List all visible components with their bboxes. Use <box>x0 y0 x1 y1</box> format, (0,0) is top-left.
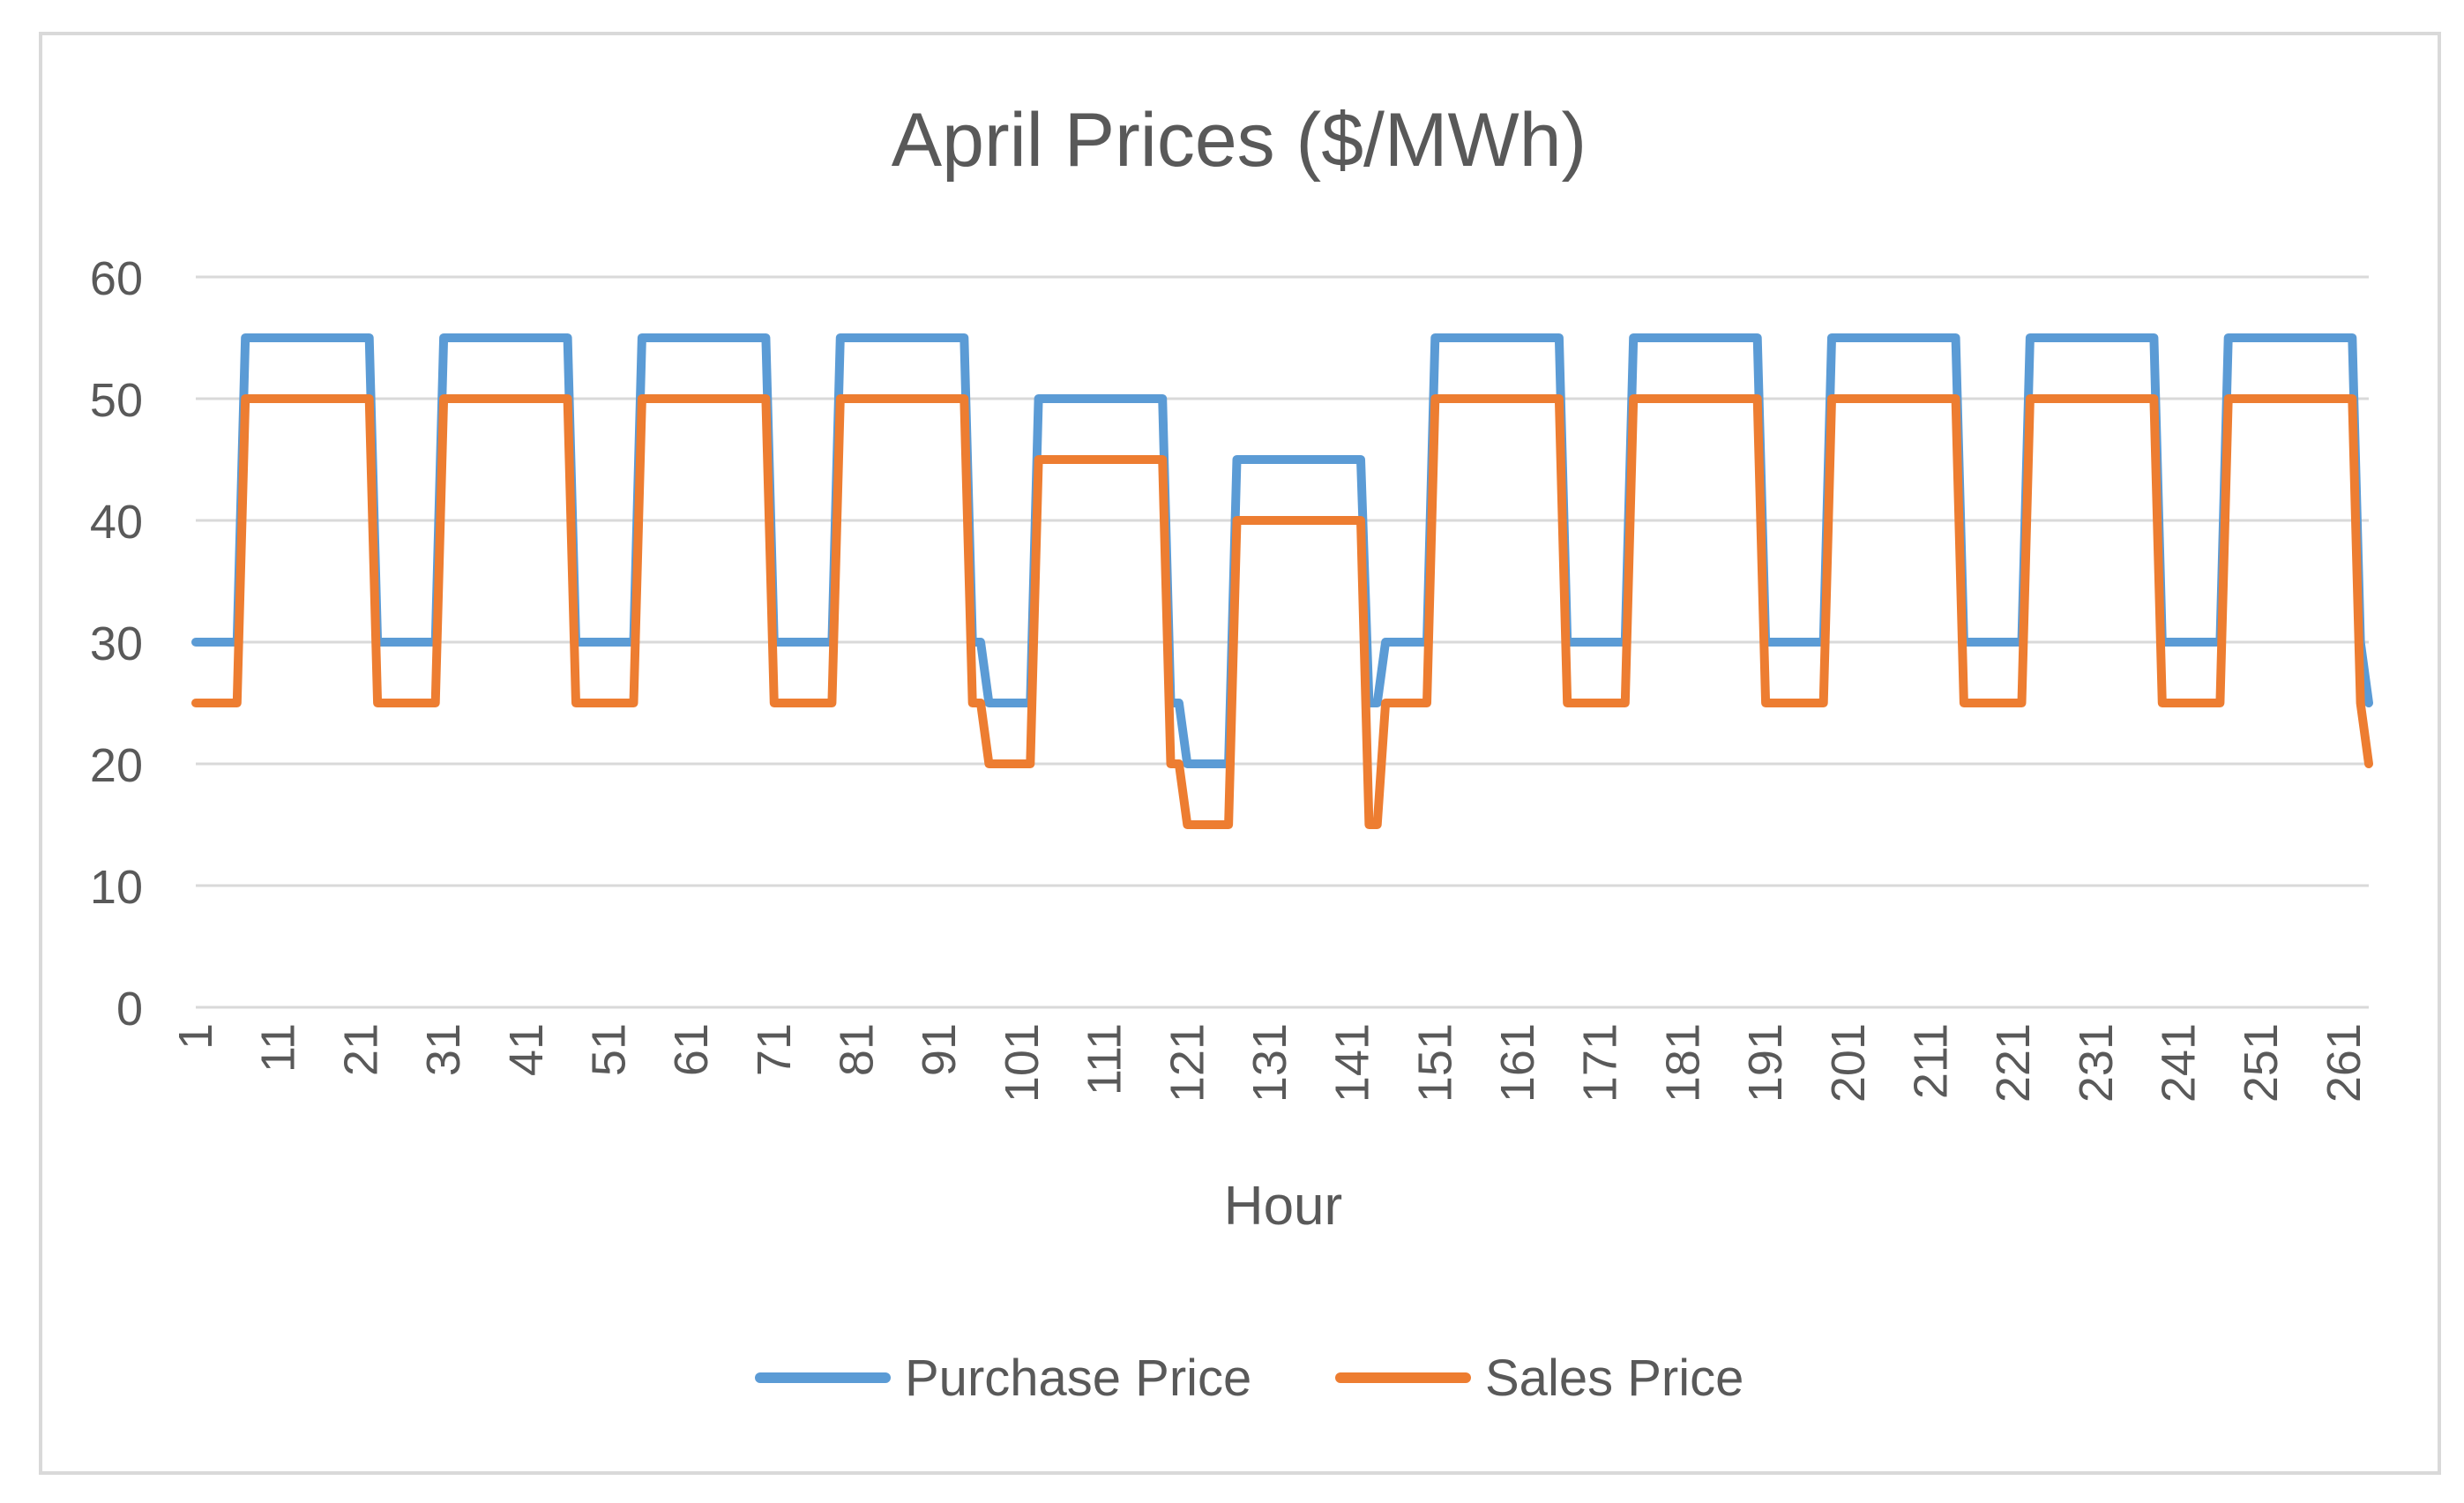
x-tick-label: 91 <box>913 1023 966 1076</box>
legend-label: Purchase Price <box>905 1350 1251 1407</box>
x-axis-label: Hour <box>1224 1176 1342 1237</box>
x-tick-label: 61 <box>665 1023 718 1076</box>
x-tick-label: 81 <box>831 1023 884 1076</box>
y-tick-label: 20 <box>90 739 143 792</box>
x-tick-label: 21 <box>334 1023 387 1076</box>
x-tick-label: 111 <box>1079 1023 1131 1095</box>
x-tick-label: 11 <box>252 1023 305 1073</box>
y-tick-label: 40 <box>90 496 143 549</box>
y-tick-label: 0 <box>116 983 143 1036</box>
x-tick-label: 211 <box>1904 1023 1957 1099</box>
x-tick-label: 131 <box>1243 1023 1296 1103</box>
x-tick-label: 231 <box>2070 1023 2123 1103</box>
series-lines <box>191 333 2373 829</box>
x-tick-label: 191 <box>1739 1023 1792 1103</box>
x-tick-label: 241 <box>2153 1023 2206 1103</box>
x-tick-label: 41 <box>500 1023 553 1076</box>
x-axis-ticks: 1 11 21 31 41 51 61 71 81 91 101 111 121 131 141 151 161… <box>169 1023 2371 1103</box>
x-tick-label: 221 <box>1987 1023 2040 1103</box>
x-tick-label: 161 <box>1491 1023 1544 1103</box>
x-tick-label: 261 <box>2318 1023 2371 1103</box>
x-tick-label: 171 <box>1574 1023 1627 1103</box>
x-tick-label: 71 <box>748 1023 801 1076</box>
series-line-sales-price <box>191 394 2373 829</box>
x-tick-label: 181 <box>1656 1023 1709 1103</box>
legend-label: Sales Price <box>1485 1350 1743 1407</box>
x-tick-label: 201 <box>1822 1023 1875 1103</box>
y-tick-label: 60 <box>90 252 143 305</box>
x-tick-label: 1 <box>169 1023 222 1050</box>
legend: Purchase Price Sales Price <box>755 1350 1743 1407</box>
x-tick-label: 31 <box>417 1023 470 1076</box>
x-tick-label: 51 <box>582 1023 635 1076</box>
x-tick-label: 141 <box>1326 1023 1379 1103</box>
chart-frame <box>39 32 2441 1475</box>
y-tick-label: 50 <box>90 374 143 427</box>
y-tick-label: 30 <box>90 617 143 670</box>
gridlines <box>196 275 2369 1009</box>
y-axis-ticks: 0 10 20 30 40 50 60 <box>90 252 143 1036</box>
x-tick-label: 121 <box>1161 1023 1213 1103</box>
x-tick-label: 251 <box>2235 1023 2288 1103</box>
chart-title: April Prices ($/MWh) <box>892 98 1587 183</box>
y-tick-label: 10 <box>90 861 143 914</box>
x-tick-label: 151 <box>1408 1023 1461 1103</box>
x-tick-label: 101 <box>996 1023 1049 1103</box>
